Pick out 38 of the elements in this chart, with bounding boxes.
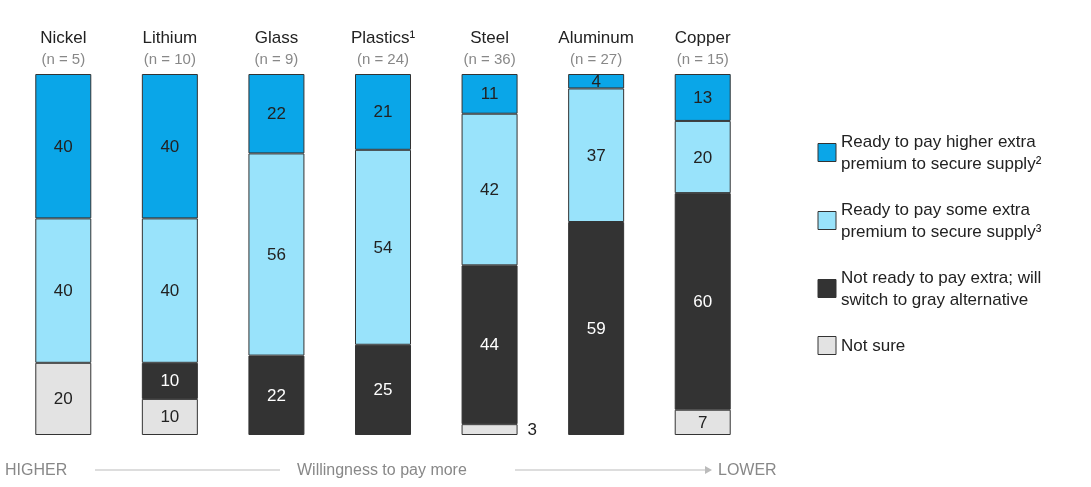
data-label: 37: [586, 145, 606, 165]
data-label: 4: [591, 71, 601, 91]
data-label: 7: [697, 412, 708, 432]
x-tick-label: Steel (n = 36): [463, 27, 516, 67]
text: HIGHER: [5, 460, 68, 478]
legend-label: Ready to pay higher extra premium to secure supply²: [841, 132, 1042, 173]
data-label: 40: [160, 281, 180, 301]
data-label: 22: [266, 385, 286, 405]
x-tick-label: Nickel (n = 5): [40, 27, 87, 67]
legend-label: Not sure: [841, 336, 906, 355]
data-label: 54: [373, 237, 393, 257]
x-tick-label: Aluminum (n = 27): [558, 27, 634, 67]
data-label: 21: [373, 102, 393, 122]
x-tick-label: Plastics¹ (n = 24): [350, 27, 416, 67]
text: Willingness to pay more: [297, 460, 467, 478]
legend-label: Not ready to pay extra; will switch to gray alternative: [841, 268, 1047, 309]
data-label: 22: [266, 104, 286, 124]
data-label: 20: [693, 147, 713, 167]
data-label: 56: [266, 245, 286, 264]
x-tick-label: Glass (n = 9): [254, 27, 299, 67]
data-label: 10: [160, 407, 180, 427]
x-tick-label: Copper (n = 15): [674, 27, 731, 67]
data-label: 10: [160, 371, 180, 391]
data-label: 42: [480, 180, 500, 200]
data-label: 13: [693, 87, 713, 107]
data-label: 40: [160, 136, 180, 156]
data-label: 3: [527, 420, 538, 440]
x-tick-label: Lithium (n = 10): [142, 27, 198, 67]
data-label: 60: [693, 291, 713, 311]
data-label: 11: [480, 84, 499, 104]
legend-label: Ready to pay some extra premium to secure supply³: [841, 200, 1042, 241]
data-label: 25: [373, 380, 393, 400]
data-label: 59: [586, 319, 606, 339]
data-label: 40: [53, 281, 73, 301]
text: LOWER: [718, 460, 777, 478]
data-label: 40: [53, 136, 73, 156]
data-label: 44: [480, 335, 500, 355]
data-label: 20: [53, 389, 73, 409]
